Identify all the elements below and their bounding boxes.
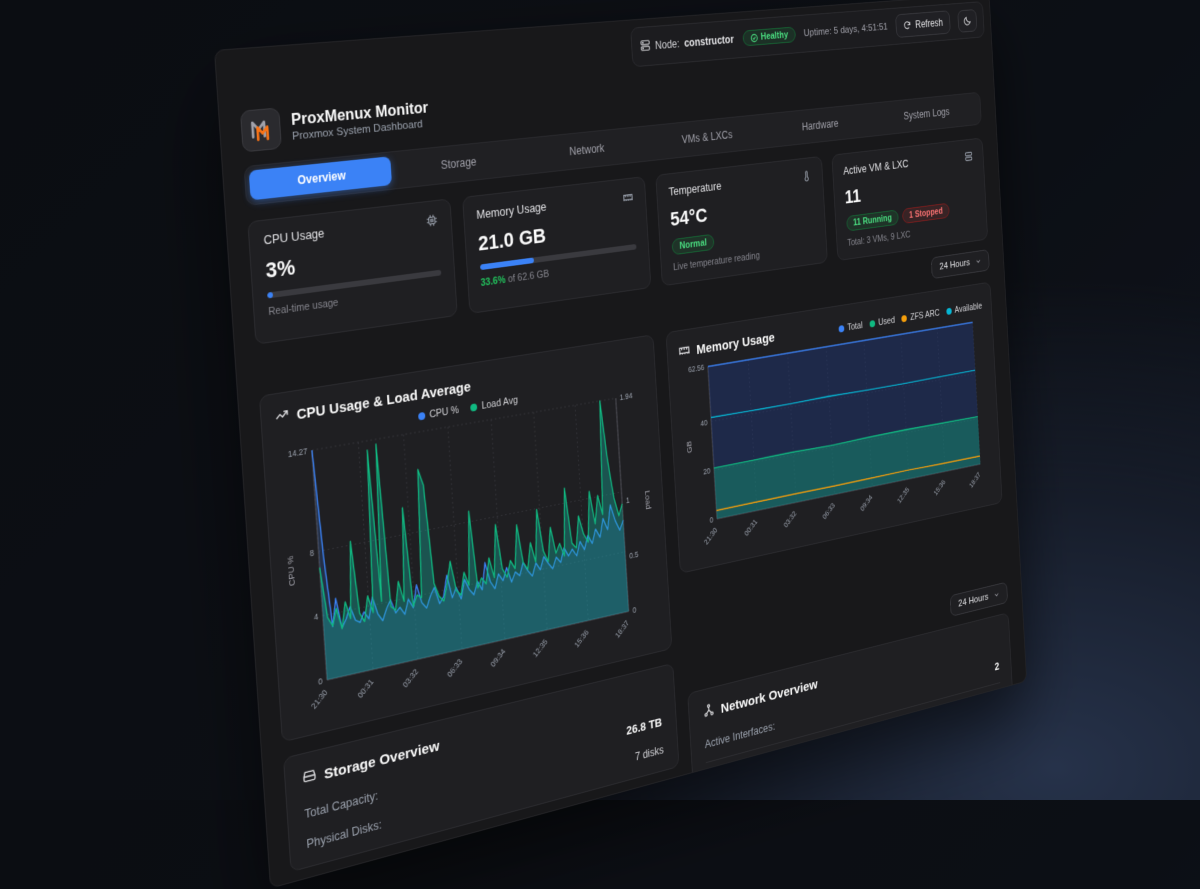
- cpu-progress-fill: [267, 291, 273, 299]
- cpu-load-chart-card: CPU Usage & Load Average CPU % Load Avg 0…: [258, 334, 673, 743]
- time-range-select[interactable]: 24 Hours: [931, 249, 990, 280]
- active-vm-lxc-label: Active VM & LXC: [842, 157, 909, 178]
- hard-drive-icon: [302, 767, 318, 791]
- tab-overview[interactable]: Overview: [248, 156, 393, 201]
- svg-text:03:32: 03:32: [401, 667, 420, 690]
- memory-progress-fill: [479, 257, 534, 271]
- health-badge: Healthy: [742, 26, 796, 47]
- refresh-button[interactable]: Refresh: [895, 10, 951, 38]
- svg-text:15:36: 15:36: [573, 627, 591, 649]
- svg-text:62.56: 62.56: [688, 363, 705, 375]
- chevron-down-icon: [975, 257, 982, 266]
- svg-text:09:34: 09:34: [859, 493, 874, 513]
- cpu-load-chart: 0 4 8 14.27 0 0.5 1 1.94 21:30 00:31 03:32 06:33 09:…: [285, 391, 652, 711]
- svg-text:40: 40: [700, 418, 708, 428]
- server-stack-icon: [964, 150, 974, 165]
- svg-text:09:34: 09:34: [489, 647, 508, 669]
- thermometer-icon: [801, 169, 812, 185]
- trending-up-icon: [274, 406, 290, 429]
- memory-icon: [622, 190, 634, 207]
- svg-text:0: 0: [318, 676, 323, 687]
- tab-system-logs[interactable]: System Logs: [903, 105, 950, 123]
- svg-text:0.5: 0.5: [629, 549, 639, 560]
- logo-m-icon: [248, 115, 275, 144]
- svg-text:00:31: 00:31: [743, 517, 759, 538]
- memory-chart-card: Memory Usage Total Used ZFS ARC Available 0…: [665, 281, 1003, 574]
- temperature-status-badge: Normal: [671, 233, 715, 256]
- server-icon: [639, 38, 651, 54]
- moon-icon: [963, 15, 972, 26]
- node-label: Node:: [654, 37, 680, 52]
- cpu-usage-card: CPU Usage 3% Real-time usage: [247, 198, 458, 345]
- svg-text:Load: Load: [643, 490, 652, 510]
- memory-chart-icon: [678, 342, 691, 363]
- svg-text:4: 4: [314, 612, 319, 623]
- svg-text:GB: GB: [685, 440, 693, 454]
- cpu-usage-label: CPU Usage: [263, 226, 325, 248]
- svg-text:0: 0: [709, 515, 713, 525]
- temperature-label: Temperature: [668, 179, 722, 199]
- svg-text:20: 20: [703, 466, 711, 476]
- proxmenux-logo: [239, 107, 282, 153]
- svg-text:8: 8: [309, 547, 314, 558]
- svg-text:00:31: 00:31: [355, 677, 375, 700]
- time-range-select-2[interactable]: 24 Hours: [949, 581, 1008, 617]
- svg-text:21:30: 21:30: [702, 525, 719, 546]
- interface-chip-vmbr0[interactable]: vmbr0: [706, 762, 749, 792]
- memory-usage-label: Memory Usage: [476, 200, 547, 222]
- memory-chart: 0 20 40 62.56 21:30 00:31 03:32 06:33 09:34 12:35…: [685, 312, 993, 546]
- node-info: Node: constructor: [639, 32, 734, 55]
- active-vm-lxc-card: Active VM & LXC 11 11 Running 1 Stopped …: [831, 137, 989, 262]
- total-capacity-value: 26.8 TB: [625, 715, 663, 738]
- svg-text:14.27: 14.27: [288, 446, 308, 459]
- tab-vms-lxcs[interactable]: VMs & LXCs: [681, 128, 733, 147]
- uptime-text: Uptime: 5 days, 4:51:51: [803, 21, 888, 39]
- memory-usage-card: Memory Usage 21.0 GB 33.6% of 62.6 GB: [461, 176, 652, 315]
- svg-text:1: 1: [626, 495, 631, 505]
- active-interfaces-value: 2: [994, 659, 1000, 673]
- svg-text:12:35: 12:35: [531, 637, 549, 659]
- tab-hardware[interactable]: Hardware: [801, 117, 839, 134]
- svg-text:18:37: 18:37: [968, 470, 982, 489]
- svg-text:06:33: 06:33: [821, 501, 837, 521]
- tab-network[interactable]: Network: [569, 141, 605, 159]
- theme-toggle-button[interactable]: [957, 8, 978, 33]
- dashboard-window: Node: constructor Healthy Uptime: 5 days…: [214, 0, 1027, 889]
- svg-text:03:32: 03:32: [782, 509, 798, 529]
- check-circle-icon: [750, 33, 759, 43]
- svg-text:21:30: 21:30: [309, 687, 329, 710]
- tab-storage[interactable]: Storage: [440, 155, 477, 172]
- svg-text:0: 0: [632, 605, 637, 615]
- svg-text:1.94: 1.94: [619, 391, 633, 402]
- physical-disks-value: 7 disks: [634, 743, 665, 764]
- svg-text:12:35: 12:35: [896, 485, 911, 505]
- svg-text:06:33: 06:33: [445, 656, 464, 678]
- running-badge: 11 Running: [845, 209, 899, 232]
- svg-text:CPU %: CPU %: [285, 555, 296, 587]
- svg-text:15:36: 15:36: [932, 478, 947, 497]
- cpu-icon: [425, 213, 438, 230]
- stopped-badge: 1 Stopped: [902, 202, 950, 224]
- node-value: constructor: [683, 33, 735, 50]
- network-icon: [702, 702, 715, 723]
- svg-text:18:37: 18:37: [613, 618, 630, 639]
- temperature-card: Temperature 54°C Normal Live temperature…: [655, 155, 828, 287]
- network-overview-card: Network Overview Active Interfaces: 2 vm…: [687, 612, 1015, 810]
- chevron-down-icon: [993, 590, 1000, 600]
- refresh-icon: [903, 20, 912, 31]
